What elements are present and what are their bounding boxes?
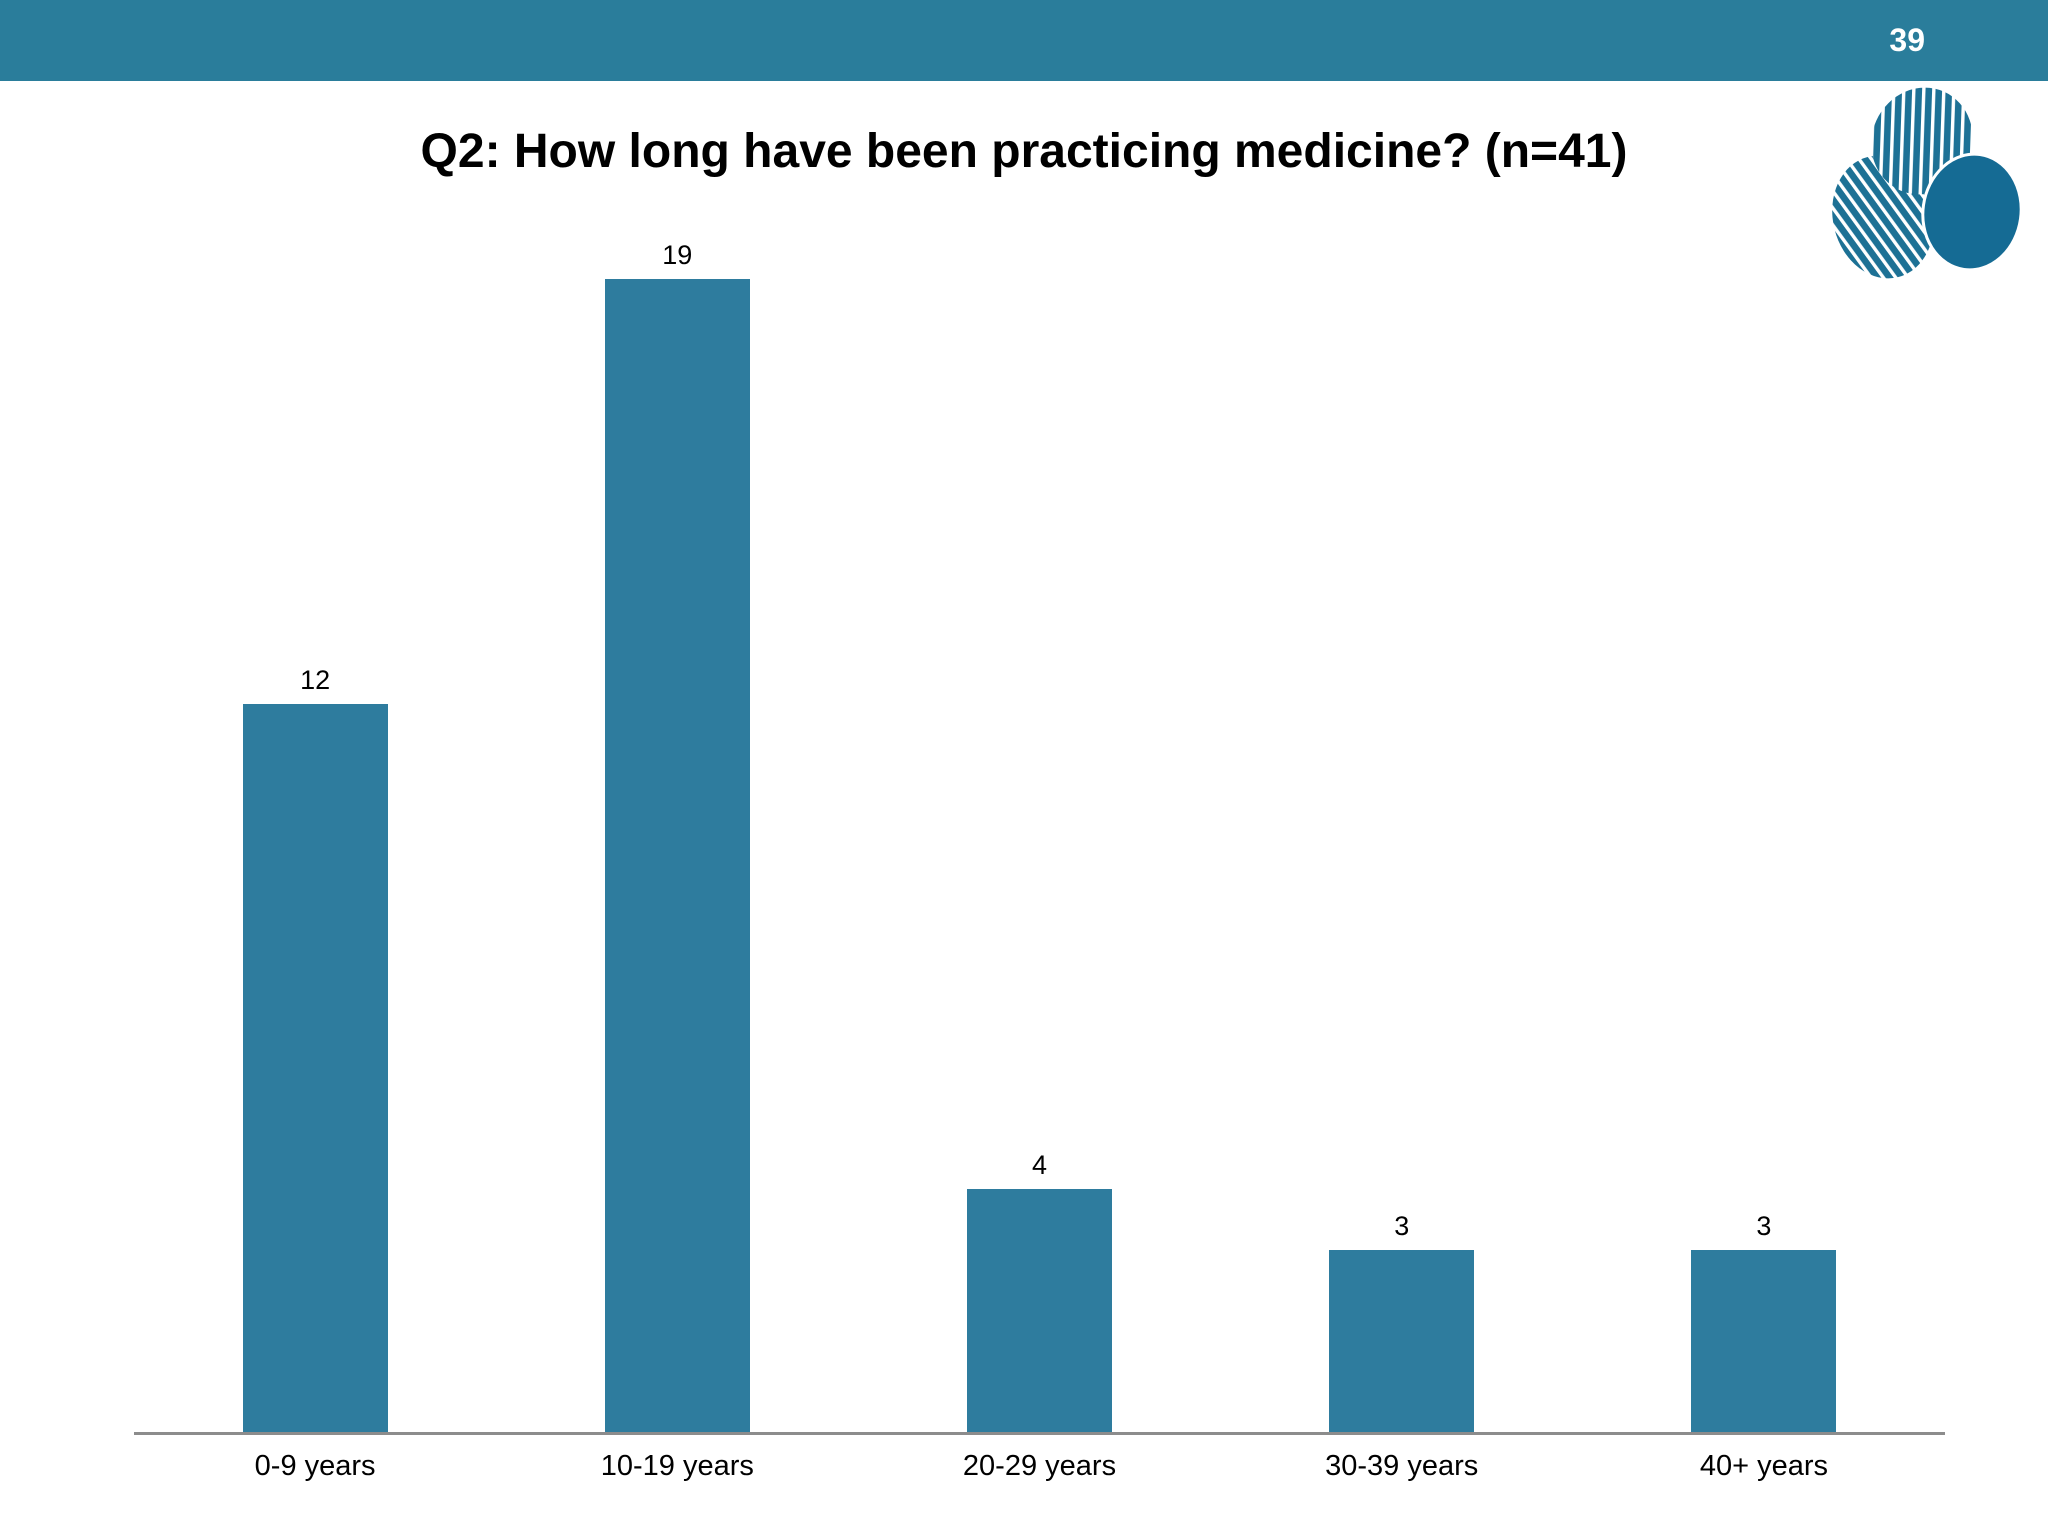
x-axis-line bbox=[134, 1432, 1945, 1435]
bar bbox=[604, 279, 750, 1432]
bar bbox=[242, 704, 388, 1432]
x-axis-category-row: 0-9 years 10-19 years 20-29 years 30-39 yea… bbox=[134, 1450, 1945, 1482]
plot-area: 12 19 4 3 3 bbox=[134, 200, 1945, 1432]
bar-value-label: 12 bbox=[300, 665, 331, 695]
company-logo bbox=[1832, 87, 2023, 279]
bar bbox=[1329, 1250, 1475, 1432]
category-label: 40+ years bbox=[1699, 1450, 1828, 1482]
bar-column: 4 bbox=[858, 200, 1220, 1432]
category-label: 10-19 years bbox=[600, 1450, 754, 1482]
bar-value-label: 4 bbox=[1031, 1150, 1048, 1180]
bar-column: 19 bbox=[496, 200, 858, 1432]
page-number: 39 bbox=[1889, 22, 1925, 58]
category-label: 30-39 years bbox=[1325, 1450, 1479, 1482]
bar-column: 3 bbox=[1221, 200, 1583, 1432]
logo-solid-circle-right bbox=[1921, 152, 2023, 272]
bar-column: 3 bbox=[1583, 200, 1945, 1432]
bar-value-label: 19 bbox=[662, 240, 693, 270]
category-label: 0-9 years bbox=[254, 1450, 376, 1482]
category-label: 20-29 years bbox=[962, 1450, 1117, 1482]
header-bar: 39 bbox=[0, 0, 2048, 81]
bar bbox=[1691, 1250, 1837, 1432]
bar bbox=[967, 1189, 1112, 1432]
bar-value-label: 3 bbox=[1394, 1211, 1410, 1241]
bar-column: 12 bbox=[134, 200, 496, 1432]
slide-title: Q2: How long have been practicing medici… bbox=[420, 125, 1628, 178]
bar-value-label: 3 bbox=[1756, 1211, 1772, 1241]
